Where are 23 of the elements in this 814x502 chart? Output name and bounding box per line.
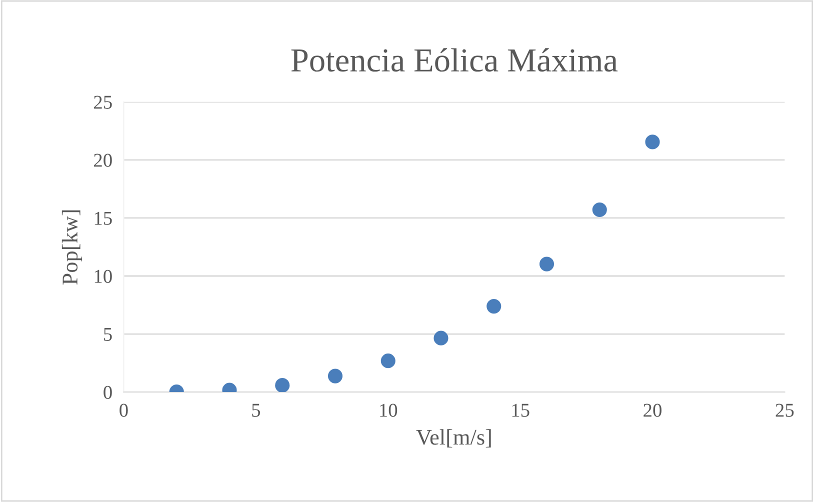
point xyxy=(380,354,396,368)
y-tick-label: 25 xyxy=(94,96,112,109)
x-tick-label: 0 xyxy=(120,404,128,417)
y-tick-label: 0 xyxy=(104,386,112,399)
point xyxy=(539,256,554,272)
point xyxy=(645,134,660,150)
x-axis-title: Vel[m/s] xyxy=(416,429,491,448)
y-axis-title: Pop[kw] xyxy=(62,210,82,285)
y-tick-label: 10 xyxy=(94,270,112,283)
y-tick-label: 5 xyxy=(104,328,112,341)
x-tick-label: 10 xyxy=(380,404,398,417)
point xyxy=(592,202,607,218)
x-tick-label: 15 xyxy=(512,404,530,417)
point xyxy=(486,299,502,314)
y-tick-label: 20 xyxy=(94,154,112,167)
x-tick-label: 25 xyxy=(776,404,794,417)
x-tick-label: 20 xyxy=(644,404,662,417)
point xyxy=(275,378,290,392)
y-tick-label: 15 xyxy=(94,212,112,225)
point xyxy=(434,330,448,346)
chart-title: Potencia Eólica Máxima xyxy=(291,48,618,72)
x-tick-label: 5 xyxy=(252,404,260,417)
point xyxy=(328,368,343,384)
